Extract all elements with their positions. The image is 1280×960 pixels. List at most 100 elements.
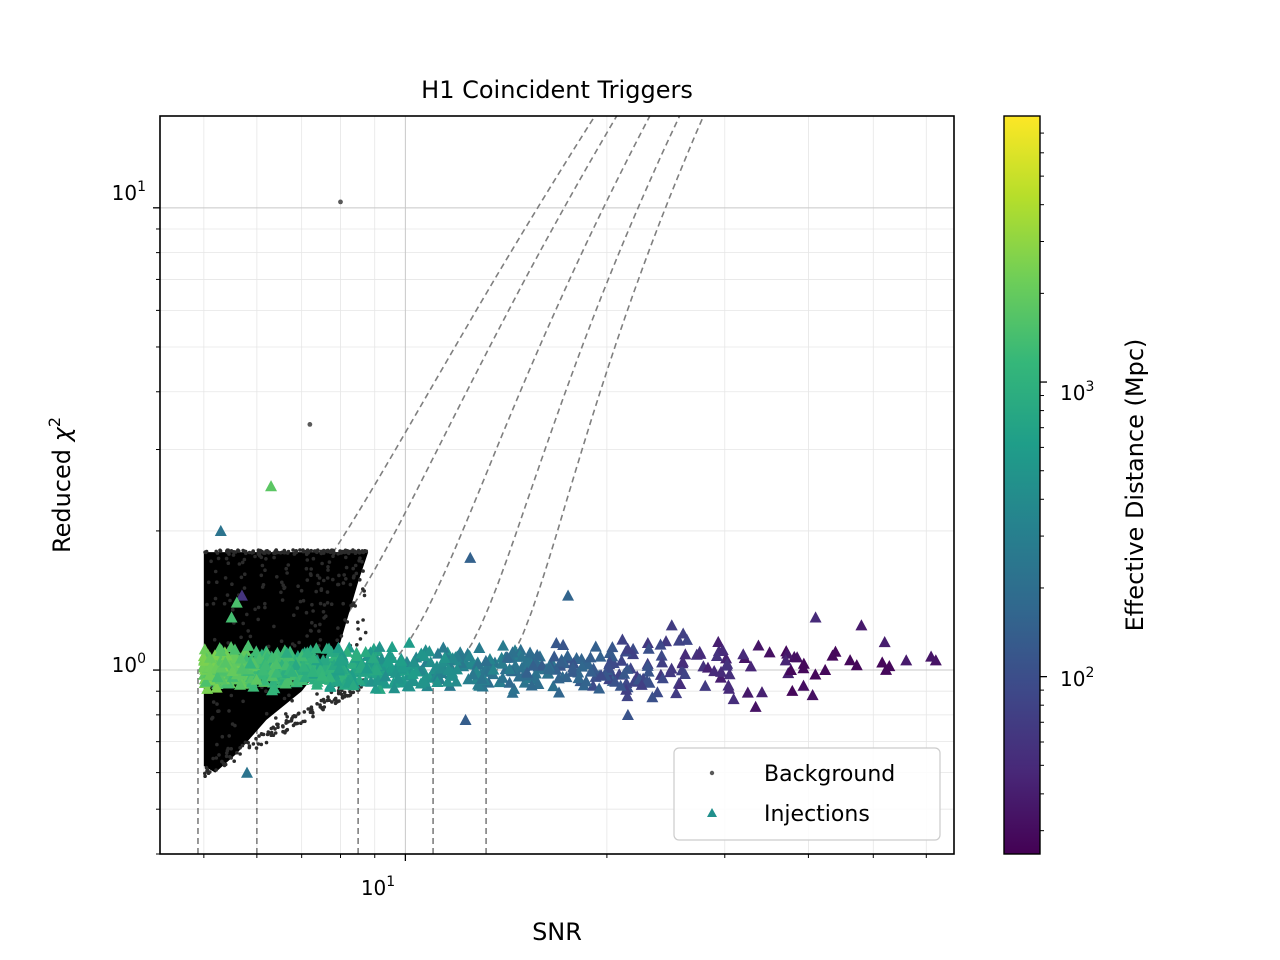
background-point [292, 643, 297, 648]
injection-point [432, 670, 445, 682]
injection-point [388, 682, 401, 694]
background-point [362, 593, 367, 598]
injection-point [438, 651, 451, 664]
injection-point [350, 649, 363, 662]
plot-frame [159, 115, 955, 855]
injection-point [423, 645, 436, 657]
background-point [305, 634, 309, 638]
background-point [259, 742, 264, 747]
legend: Background Injections [673, 747, 941, 841]
injection-point [310, 642, 323, 654]
background-point [257, 734, 261, 738]
background-point [355, 643, 359, 647]
background-point [303, 719, 307, 724]
threshold-curve-2 [357, 116, 651, 854]
injection-point [880, 663, 893, 675]
background-point [266, 731, 271, 735]
background-point [214, 756, 219, 760]
injection-point [701, 661, 714, 673]
injection-point [721, 657, 734, 669]
injection-point [741, 686, 754, 698]
injection-point [641, 674, 654, 686]
background-point [224, 556, 229, 561]
injection-point [234, 678, 247, 690]
background-point [242, 557, 247, 562]
injection-point [603, 656, 616, 668]
background-point [302, 710, 307, 714]
injection-highlight-3 [562, 589, 575, 601]
injection-point [219, 656, 232, 668]
colorbar-label: Effective Distance (Mpc) [1121, 339, 1149, 632]
injection-point [606, 641, 619, 653]
injection-point [722, 679, 735, 691]
injection-point [548, 650, 561, 662]
background-point [220, 759, 224, 764]
colorbar-tick-label-1000: 103 [1060, 379, 1094, 405]
background-point [286, 563, 291, 567]
background-point [336, 626, 340, 630]
background-point [230, 722, 235, 726]
injection-point [572, 671, 585, 684]
injection-point [450, 663, 463, 675]
background-point [318, 622, 322, 627]
background-point [217, 753, 221, 757]
background-point [246, 629, 250, 633]
background-point [275, 575, 279, 579]
background-point [257, 549, 262, 553]
injection-point [621, 689, 634, 702]
background-point [305, 578, 310, 582]
injection-point [407, 655, 420, 668]
injection-point [786, 684, 799, 696]
background-point [264, 711, 269, 716]
background-point [283, 730, 287, 735]
injection-point [641, 636, 654, 649]
injection-highlight-2 [464, 551, 477, 563]
injection-point [242, 639, 255, 651]
injection-point [609, 675, 622, 687]
background-point [266, 644, 271, 649]
background-point [223, 576, 228, 580]
background-point [225, 751, 229, 755]
injection-point [587, 679, 600, 691]
background-point [315, 550, 319, 555]
background-point [299, 588, 304, 593]
injection-point [550, 637, 563, 649]
background-point [260, 563, 265, 568]
injection-point [656, 656, 669, 668]
background-point [208, 770, 212, 774]
injection-point [542, 662, 555, 674]
background-point [305, 558, 310, 562]
background-point [348, 582, 353, 587]
background-point [284, 719, 289, 723]
background-point [361, 618, 365, 622]
background-point [254, 746, 259, 750]
colorbar-tick-label-100: 102 [1060, 665, 1094, 691]
injection-point [401, 680, 414, 692]
background-point [226, 548, 230, 552]
colorbar-ticks [1040, 132, 1047, 832]
injection-point [529, 667, 542, 679]
background-point [295, 606, 300, 610]
background-point [330, 700, 334, 704]
injection-highlight-14 [925, 650, 938, 662]
background-point [292, 613, 296, 617]
injection-point [259, 658, 272, 670]
background-point [238, 752, 242, 756]
colorbar-gradient [1004, 116, 1040, 854]
background-point [303, 549, 308, 554]
background-point [320, 561, 324, 566]
injection-point [310, 678, 323, 690]
background-point [227, 709, 231, 713]
y-tick-label-1: 100 [112, 651, 146, 677]
injection-point [503, 676, 516, 688]
background-point [256, 617, 261, 622]
background-point [226, 561, 231, 565]
background-point [322, 603, 327, 607]
injection-point [343, 671, 356, 683]
injection-point [226, 664, 239, 677]
background-point [280, 598, 285, 602]
injection-point [618, 667, 631, 679]
injection-point [527, 659, 540, 671]
background-point [313, 623, 318, 628]
injection-point [270, 657, 283, 670]
